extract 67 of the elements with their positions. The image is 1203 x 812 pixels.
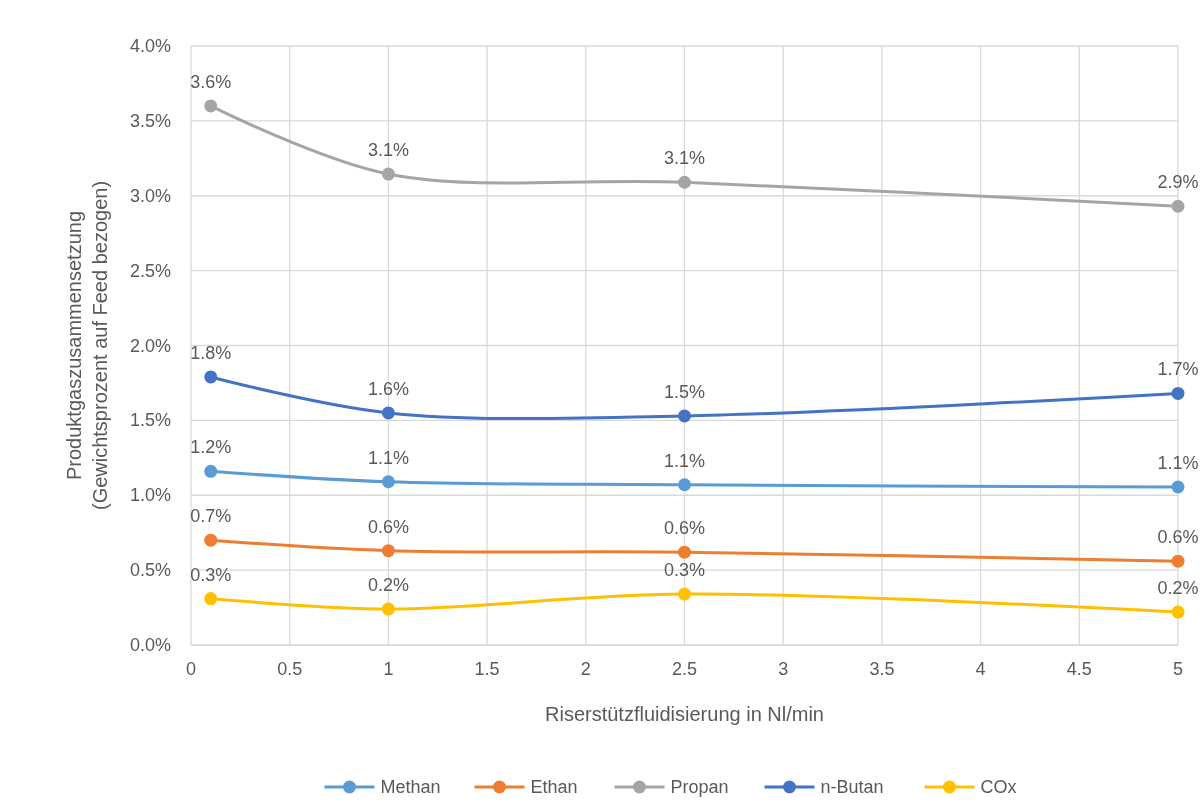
x-tick-label: 4 [975, 659, 986, 679]
x-tick-label: 0.5 [277, 659, 303, 679]
x-tick-label: 1.5 [474, 659, 500, 679]
y-tick-label: 3.5% [129, 110, 171, 131]
point [204, 370, 218, 384]
data-label: 0.3% [190, 564, 232, 585]
data-label: 1.5% [663, 381, 706, 402]
point [204, 464, 218, 478]
point [678, 478, 691, 492]
y-tick-label: 4.0% [129, 36, 171, 56]
data-label: 1.6% [367, 378, 409, 399]
point [678, 409, 691, 423]
point [381, 602, 395, 616]
point [381, 167, 395, 181]
data-label: 0.2% [1157, 578, 1199, 599]
data-label: 0.6% [367, 516, 409, 537]
point [204, 533, 218, 547]
point [204, 99, 218, 113]
point [1171, 554, 1185, 568]
legend-label: n-Butan [820, 777, 884, 797]
y-axis-title: Produktgaszusammensetzung (Gewichtsprozent auf Feed bezogen) [63, 180, 111, 511]
point [381, 544, 395, 558]
data-label: 1.2% [190, 437, 232, 458]
x-axis-title: Riserstützfluidisierung in Nl/min [545, 703, 824, 725]
data-label: 0.7% [190, 506, 232, 527]
point [381, 475, 395, 489]
y-tick-label: 2.0% [129, 335, 171, 356]
data-label: 1.1% [367, 447, 409, 468]
data-label: 3.1% [663, 148, 706, 169]
point [1171, 199, 1185, 213]
point [381, 406, 395, 420]
data-label: 1.7% [1157, 359, 1199, 380]
x-tick-label: 2.5 [671, 659, 698, 679]
data-label: 1.1% [1157, 453, 1199, 474]
legend-label: COx [980, 777, 1017, 797]
point [204, 592, 218, 606]
data-label: 0.3% [663, 560, 706, 581]
legend-label: Propan [670, 777, 729, 797]
point [678, 545, 691, 559]
legend-label: Ethan [530, 777, 578, 797]
data-label: 3.6% [190, 71, 232, 92]
data-label: 0.6% [1157, 527, 1199, 548]
data-label: 1.1% [663, 450, 706, 471]
x-tick-label: 3.5 [869, 659, 895, 679]
x-tick-label: 5 [1172, 659, 1184, 679]
data-label: 0.6% [663, 518, 706, 539]
data-label: 3.1% [367, 140, 409, 161]
y-tick-label: 0.5% [129, 560, 171, 581]
data-label: 1.8% [190, 342, 232, 363]
x-tick-label: 2 [580, 659, 591, 679]
x-tick-label: 0 [185, 659, 197, 679]
point [1171, 386, 1185, 400]
point [1171, 605, 1185, 619]
y-tick-label: 1.5% [129, 410, 171, 431]
y-tick-label: 0.0% [129, 635, 171, 655]
legend-label: Methan [380, 777, 441, 797]
x-tick-label: 4.5 [1066, 659, 1092, 679]
point [678, 175, 691, 189]
point [678, 587, 691, 601]
y-tick-label: 2.5% [129, 260, 171, 281]
x-tick-label: 3 [778, 659, 789, 679]
data-label: 0.2% [367, 575, 409, 596]
point [1171, 480, 1185, 494]
y-tick-label: 1.0% [129, 485, 171, 506]
data-label: 2.9% [1157, 172, 1199, 193]
y-tick-label: 3.0% [129, 185, 171, 206]
x-tick-label: 1 [383, 659, 394, 679]
